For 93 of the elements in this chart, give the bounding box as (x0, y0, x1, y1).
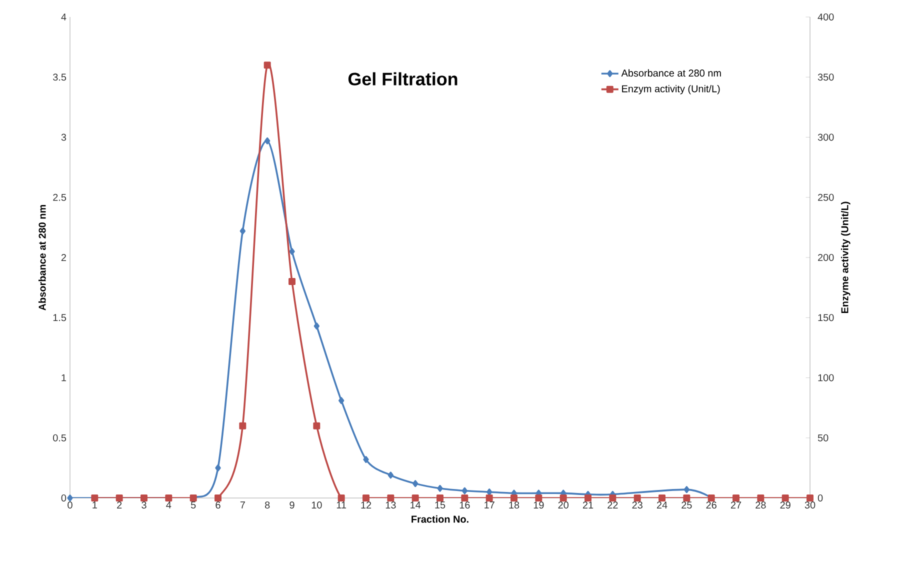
point (264, 62, 271, 69)
y2-tick-label: 200 (818, 254, 834, 262)
point (436, 494, 444, 502)
x-tick-label: 25 (682, 502, 692, 509)
y-tick-label: 1.5 (53, 314, 66, 322)
x-tick-label: 23 (632, 502, 642, 509)
y2-tick-label: 400 (818, 13, 834, 21)
point (314, 322, 320, 330)
point (486, 488, 492, 496)
point (412, 480, 418, 488)
y2-tick-label: 50 (818, 434, 828, 442)
x-tick-label: 3 (142, 502, 146, 509)
point (240, 228, 246, 235)
x-tick-label: 29 (780, 502, 790, 509)
legend-label: Absorbance at 280 nm (621, 69, 721, 77)
point (215, 464, 221, 472)
point (313, 422, 320, 430)
y2-tick-label: 250 (818, 194, 834, 201)
point (584, 494, 592, 502)
y2-tick-label: 350 (818, 74, 834, 81)
y2-tick-label: 150 (818, 314, 834, 322)
y-tick-label: 2.5 (53, 194, 66, 201)
point (289, 248, 295, 255)
point (683, 494, 690, 502)
x-tick-label: 0 (68, 502, 72, 509)
x-tick-label: 27 (730, 502, 742, 508)
point (535, 494, 542, 502)
point (388, 472, 394, 479)
x-tick-label: 26 (706, 502, 716, 509)
point (214, 494, 222, 502)
x-tick-label: 7 (240, 502, 245, 508)
point (288, 278, 296, 286)
point (684, 486, 690, 494)
x-tick-label: 20 (558, 502, 568, 509)
x-tick-label: 8 (265, 502, 270, 509)
legend-label: Enzym activity (Unit/L) (622, 84, 720, 94)
x-tick-label: 14 (410, 502, 421, 508)
point (461, 494, 468, 502)
point (560, 494, 567, 502)
y-tick-label: 1 (62, 374, 66, 382)
point (264, 137, 270, 144)
y2-tick-label: 0 (818, 494, 823, 502)
point (67, 494, 73, 502)
x-tick-label: 15 (435, 502, 446, 508)
point (732, 494, 740, 502)
point (338, 494, 345, 502)
y-tick-label: 4 (61, 14, 66, 20)
x-tick-label: 24 (656, 502, 668, 508)
y-tick-label: 2 (61, 254, 66, 261)
point (486, 494, 493, 502)
text: Gel Filtration (348, 72, 458, 86)
point (387, 494, 394, 502)
y2-tick-label: 300 (818, 134, 834, 141)
point (510, 494, 518, 502)
x-tick-label: 21 (582, 502, 594, 508)
y2-tick-label: 100 (818, 374, 834, 382)
x-tick-label: 2 (117, 502, 122, 508)
x-tick-label: 4 (166, 502, 172, 508)
y-tick-label: 3 (61, 134, 66, 141)
point (363, 456, 369, 464)
x-tick-label: 13 (386, 502, 396, 509)
y-tick-label: 3.5 (53, 74, 66, 81)
point (412, 494, 419, 502)
x-tick-label: 9 (290, 502, 294, 509)
x-tick-label: 16 (460, 502, 470, 509)
point (239, 422, 246, 430)
point (782, 494, 789, 502)
point (658, 494, 666, 502)
x-tick-label: 10 (312, 502, 322, 509)
point (609, 494, 616, 502)
x-axis-title: Fraction No. (412, 515, 468, 523)
x-tick-label: 17 (484, 502, 494, 508)
x-tick-label: 18 (509, 502, 520, 509)
point (338, 397, 344, 404)
x-tick-label: 28 (756, 502, 766, 509)
y2-axis-title: Enzyme activity (Unit/L) (840, 202, 850, 314)
point (757, 494, 764, 502)
x-tick-label: 5 (190, 502, 196, 508)
x-tick-label: 12 (361, 502, 372, 508)
y-tick-label: 0 (61, 494, 66, 502)
x-tick-label: 6 (216, 502, 220, 509)
x-tick-label: 1 (92, 502, 97, 508)
x-tick-label: 22 (608, 502, 618, 508)
y-tick-label: 0.5 (53, 434, 66, 442)
point (437, 484, 443, 492)
x-tick-label: 11 (336, 502, 346, 508)
point (806, 494, 814, 502)
point (462, 487, 468, 494)
y-axis-title: Absorbance at 280 nm (38, 204, 46, 310)
point (362, 494, 370, 502)
point (634, 494, 641, 502)
x-tick-label: 30 (804, 502, 816, 509)
x-tick-label: 19 (534, 502, 544, 509)
